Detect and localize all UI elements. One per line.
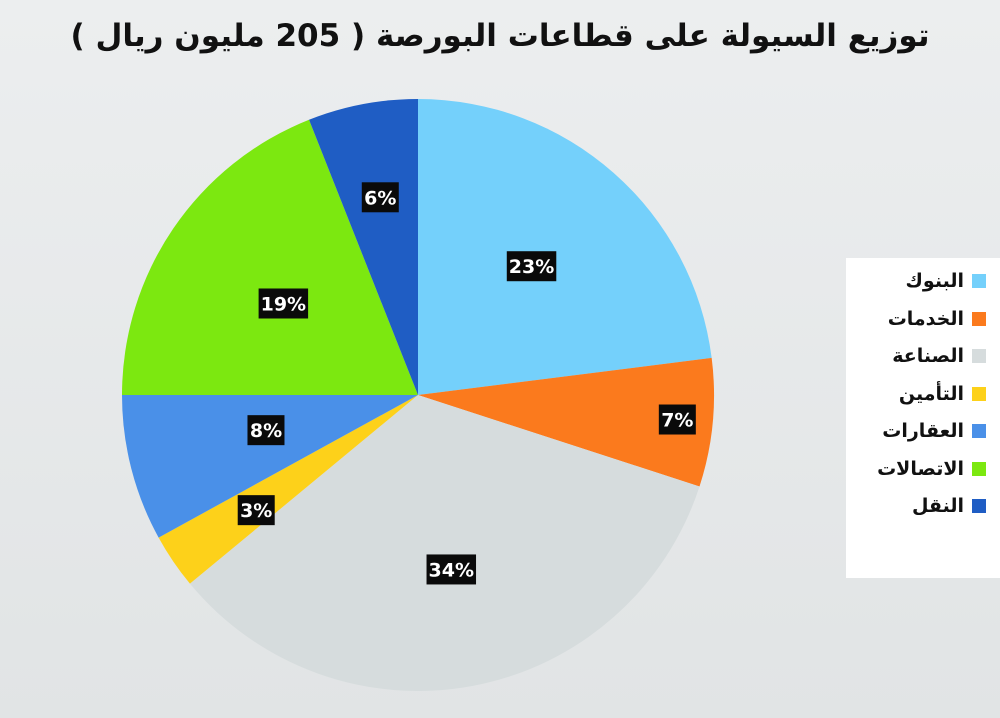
legend-swatch (972, 461, 986, 476)
legend-item: التأمين (899, 383, 986, 405)
data-label-box (658, 404, 696, 435)
legend-label: الخدمات (887, 307, 964, 330)
data-label-text: 3% (240, 500, 272, 522)
data-label-box (247, 415, 285, 446)
pie-slice (418, 357, 714, 487)
data-label-box (361, 182, 399, 213)
legend-swatch (972, 349, 986, 363)
data-label: 34% (426, 554, 477, 585)
data-label: 23% (506, 251, 557, 282)
legend-item: الخدمات (888, 308, 986, 330)
data-label-text: 34% (429, 559, 474, 581)
data-label-text: 6% (364, 187, 396, 209)
legend-item: الاتصالات (877, 458, 986, 480)
data-label-text: 7% (661, 410, 693, 432)
data-label-box (426, 554, 477, 585)
data-label: 6% (361, 182, 399, 213)
legend-swatch (972, 386, 986, 401)
legend-item: النقل (912, 495, 986, 517)
data-label-text: 19% (261, 293, 306, 315)
data-label: 3% (237, 495, 275, 526)
data-label-box (258, 288, 309, 319)
data-label-box (506, 251, 557, 282)
legend-label: التأمين (898, 382, 964, 405)
data-label-text: 23% (509, 256, 554, 278)
pie-slice (189, 395, 700, 691)
data-label: 19% (258, 288, 309, 319)
legend-item: العقارات (882, 420, 986, 442)
pie-slice (122, 395, 418, 538)
legend-label: البنوك (905, 270, 964, 292)
legend-swatch (972, 274, 986, 288)
legend-item: البنوك (906, 270, 986, 292)
pie-slice (309, 99, 418, 395)
pie-slice (158, 395, 418, 584)
legend-label: النقل (911, 495, 964, 517)
data-label: 8% (247, 415, 285, 446)
pie-slice (418, 99, 712, 395)
legend-swatch (972, 424, 986, 438)
data-label-text: 8% (250, 420, 282, 442)
chart-legend: البنوك الخدمات الصناعة التأمين العقارات الاتص… (846, 258, 1000, 578)
pie-slice (122, 119, 418, 395)
legend-swatch (972, 311, 986, 326)
data-label-box (237, 495, 275, 526)
data-label: 7% (658, 404, 696, 435)
chart-title: توزيع السيولة على قطاعات البورصة ( 205 م… (70, 18, 930, 54)
pie-slices (122, 99, 714, 691)
pie-data-labels: 23% 7% 34% 3% 8% 19% 6% (237, 182, 696, 585)
legend-label: العقارات (882, 420, 964, 442)
legend-label: الصناعة (892, 345, 964, 367)
legend-swatch (972, 499, 986, 513)
legend-label: الاتصالات (877, 457, 964, 480)
legend-item: الصناعة (892, 345, 986, 367)
